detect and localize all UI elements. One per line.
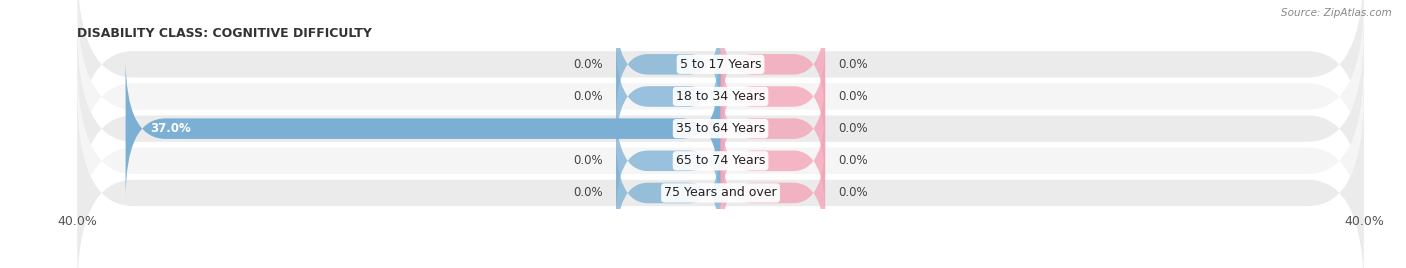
FancyBboxPatch shape <box>616 139 721 247</box>
FancyBboxPatch shape <box>616 10 721 118</box>
FancyBboxPatch shape <box>77 94 1364 268</box>
Text: 75 Years and over: 75 Years and over <box>664 187 778 199</box>
Text: 65 to 74 Years: 65 to 74 Years <box>676 154 765 167</box>
FancyBboxPatch shape <box>77 29 1364 228</box>
Text: 0.0%: 0.0% <box>838 154 868 167</box>
FancyBboxPatch shape <box>77 61 1364 260</box>
FancyBboxPatch shape <box>721 42 825 151</box>
FancyBboxPatch shape <box>616 107 721 215</box>
FancyBboxPatch shape <box>721 107 825 215</box>
Text: 18 to 34 Years: 18 to 34 Years <box>676 90 765 103</box>
FancyBboxPatch shape <box>616 42 721 151</box>
Text: 0.0%: 0.0% <box>838 58 868 71</box>
Text: 35 to 64 Years: 35 to 64 Years <box>676 122 765 135</box>
Text: DISABILITY CLASS: COGNITIVE DIFFICULTY: DISABILITY CLASS: COGNITIVE DIFFICULTY <box>77 27 373 40</box>
FancyBboxPatch shape <box>721 10 825 118</box>
Text: Source: ZipAtlas.com: Source: ZipAtlas.com <box>1281 8 1392 18</box>
Text: 5 to 17 Years: 5 to 17 Years <box>681 58 761 71</box>
FancyBboxPatch shape <box>125 58 721 199</box>
Text: 0.0%: 0.0% <box>838 187 868 199</box>
Text: 0.0%: 0.0% <box>574 58 603 71</box>
FancyBboxPatch shape <box>77 0 1364 196</box>
Text: 37.0%: 37.0% <box>149 122 190 135</box>
FancyBboxPatch shape <box>77 0 1364 164</box>
FancyBboxPatch shape <box>721 139 825 247</box>
FancyBboxPatch shape <box>721 75 825 183</box>
Text: 0.0%: 0.0% <box>574 154 603 167</box>
Text: 0.0%: 0.0% <box>574 90 603 103</box>
Text: 0.0%: 0.0% <box>574 187 603 199</box>
Text: 0.0%: 0.0% <box>838 122 868 135</box>
Text: 0.0%: 0.0% <box>838 90 868 103</box>
